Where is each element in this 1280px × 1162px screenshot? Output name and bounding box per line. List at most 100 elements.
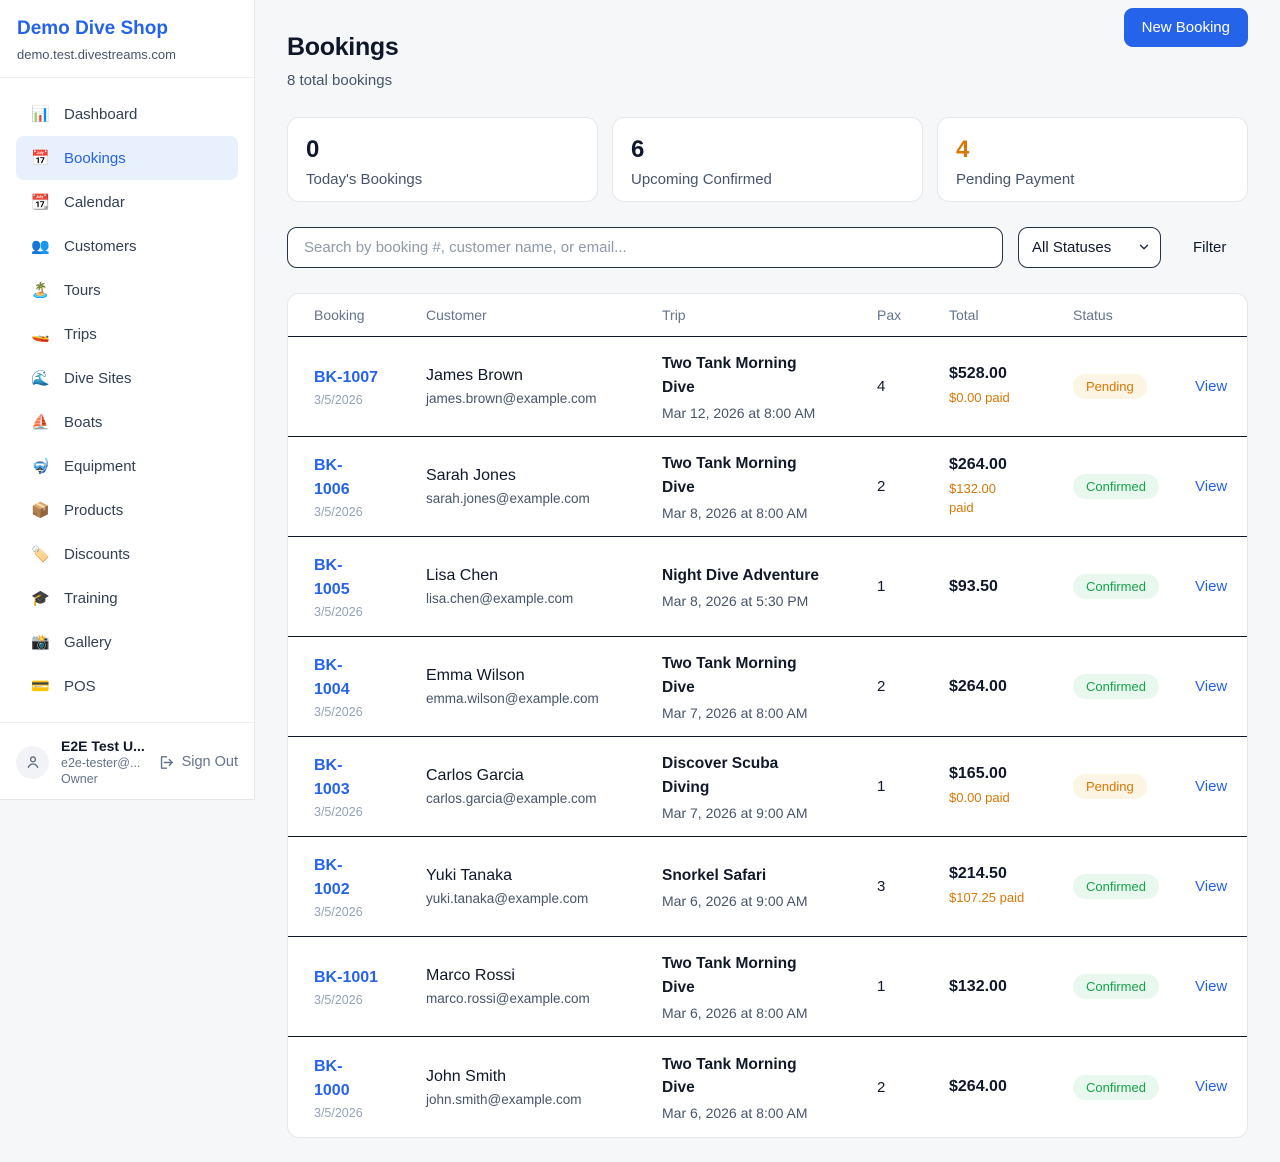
status-badge: Pending (1073, 774, 1147, 799)
stats-row: 0 Today's Bookings 6 Upcoming Confirmed 4 Pen… (287, 117, 1248, 202)
action-cell: View (1195, 1078, 1227, 1096)
customer-email: john.smith@example.com (426, 1091, 582, 1107)
pax-count: 1 (877, 578, 886, 595)
status-badge: Confirmed (1073, 974, 1159, 999)
sidebar-item-dashboard[interactable]: 📊 Dashboard (16, 92, 238, 136)
status-badge: Confirmed (1073, 1074, 1159, 1100)
view-link[interactable]: View (1195, 377, 1228, 395)
booking-id-link[interactable]: BK- 1003 (314, 757, 350, 798)
sidebar-item-equipment[interactable]: 🤿 Equipment (16, 444, 238, 488)
status-cell: Confirmed (1073, 574, 1195, 599)
sidebar-item-label: POS (64, 677, 96, 695)
sidebar-item-training[interactable]: 🎓 Training (16, 576, 238, 620)
sidebar-item-label: Gallery (64, 633, 112, 651)
customers-icon: 👥 (31, 238, 50, 255)
view-link[interactable]: View (1195, 877, 1228, 895)
pax-count: 1 (877, 978, 886, 995)
view-link[interactable]: View (1195, 777, 1228, 795)
sidebar-item-products[interactable]: 📦 Products (16, 488, 238, 532)
sidebar-item-dive-sites[interactable]: 🌊 Dive Sites (16, 356, 238, 400)
booking-date: 3/5/2026 (314, 393, 363, 407)
total-cell: $165.00 $0.00 paid (949, 765, 1073, 808)
customer-name: John Smith (426, 1067, 507, 1085)
status-badge: Confirmed (1073, 674, 1159, 699)
column-header-customer: Customer (426, 307, 487, 323)
pax-count: 2 (877, 478, 886, 495)
booking-id-link[interactable]: BK- 1002 (314, 857, 350, 898)
sidebar-item-label: Dive Sites (64, 369, 132, 387)
user-name: E2E Test U... (61, 738, 145, 754)
customer-name: Carlos Garcia (426, 767, 524, 784)
sidebar-header: Demo Dive Shop demo.test.divestreams.com (0, 0, 254, 78)
total-cell: $528.00 $0.00 paid (949, 365, 1073, 408)
total-amount: $132.00 (949, 977, 1007, 995)
table-row: BK- 1003 3/5/2026 Carlos Garcia carlos.garc… (288, 737, 1247, 837)
trip-name: Two Tank Morning Dive (662, 355, 797, 396)
filter-button[interactable]: Filter (1193, 239, 1227, 256)
booking-id-link[interactable]: BK-1007 (314, 369, 379, 386)
customer-email: lisa.chen@example.com (426, 591, 574, 606)
total-cell: $132.00 (949, 978, 1073, 996)
sidebar-item-tours[interactable]: 🏝️ Tours (16, 268, 238, 312)
customer-name: Emma Wilson (426, 667, 525, 684)
total-cell: $264.00 (949, 1078, 1073, 1096)
trip-cell: Two Tank Morning Dive Mar 6, 2026 at 8:00… (662, 952, 877, 1021)
trip-name: Discover Scuba Diving (662, 755, 779, 796)
view-link[interactable]: View (1195, 577, 1228, 595)
status-select-wrap: All Statuses (1018, 227, 1161, 268)
trip-cell: Two Tank Morning Dive Mar 8, 2026 at 8:00… (662, 452, 877, 521)
search-input[interactable] (287, 227, 1003, 268)
booking-id-link[interactable]: BK- 1006 (314, 457, 350, 498)
status-cell: Confirmed (1073, 1074, 1195, 1100)
sidebar-item-label: Discounts (64, 545, 130, 563)
paid-amount: $0.00 paid (949, 390, 1010, 406)
view-link[interactable]: View (1195, 677, 1228, 695)
sidebar-item-gallery[interactable]: 📸 Gallery (16, 620, 238, 664)
action-cell: View (1195, 378, 1227, 396)
stat-value: 6 (631, 136, 645, 163)
sidebar-item-pos[interactable]: 💳 POS (16, 664, 238, 708)
filter-row: All Statuses Filter (287, 227, 1248, 268)
booking-id-link[interactable]: BK-1001 (314, 969, 379, 986)
booking-cell: BK- 1000 3/5/2026 (314, 1055, 426, 1120)
sidebar-item-bookings[interactable]: 📅 Bookings (16, 136, 238, 180)
status-cell: Confirmed (1073, 674, 1195, 699)
sidebar-item-trips[interactable]: 🚤 Trips (16, 312, 238, 356)
paid-amount: $0.00 paid (949, 790, 1010, 806)
equipment-icon: 🤿 (31, 458, 50, 475)
stat-label: Today's Bookings (306, 171, 423, 188)
booking-id-link[interactable]: BK- 1000 (314, 1057, 350, 1099)
calendar-icon: 📆 (31, 194, 50, 211)
view-link[interactable]: View (1195, 977, 1228, 995)
trip-datetime: Mar 7, 2026 at 8:00 AM (662, 704, 808, 721)
view-link[interactable]: View (1195, 477, 1228, 495)
sign-out-button[interactable]: Sign Out (158, 754, 238, 771)
booking-id-link[interactable]: BK- 1005 (314, 557, 350, 598)
booking-id-link[interactable]: BK- 1004 (314, 657, 350, 698)
trip-name: Two Tank Morning Dive (662, 455, 797, 496)
action-cell: View (1195, 478, 1227, 496)
customer-cell: Yuki Tanaka yuki.tanaka@example.com (426, 867, 662, 906)
sidebar-item-boats[interactable]: ⛵ Boats (16, 400, 238, 444)
sidebar-item-discounts[interactable]: 🏷️ Discounts (16, 532, 238, 576)
stat-label: Pending Payment (956, 171, 1075, 188)
discounts-icon: 🏷️ (31, 546, 50, 563)
status-badge: Confirmed (1073, 874, 1159, 899)
view-link[interactable]: View (1195, 1078, 1228, 1095)
table-body: BK-1007 3/5/2026 James Brown james.brown@ex… (288, 337, 1247, 1137)
customer-name: Sarah Jones (426, 467, 516, 484)
customer-name: Lisa Chen (426, 567, 499, 584)
status-badge: Confirmed (1073, 574, 1159, 599)
table-row: BK- 1000 3/5/2026 John Smith john.smith@exa… (288, 1037, 1247, 1137)
sidebar-item-customers[interactable]: 👥 Customers (16, 224, 238, 268)
status-cell: Pending (1073, 774, 1195, 799)
pax-count: 2 (877, 1078, 886, 1096)
shop-domain: demo.test.divestreams.com (17, 47, 176, 62)
total-amount: $528.00 (949, 365, 1007, 383)
status-cell: Pending (1073, 374, 1195, 399)
status-select[interactable]: All Statuses (1018, 227, 1161, 268)
boats-icon: ⛵ (31, 414, 50, 431)
sidebar-item-label: Boats (64, 413, 103, 431)
new-booking-button[interactable]: New Booking (1123, 8, 1248, 47)
sidebar-item-calendar[interactable]: 📆 Calendar (16, 180, 238, 224)
